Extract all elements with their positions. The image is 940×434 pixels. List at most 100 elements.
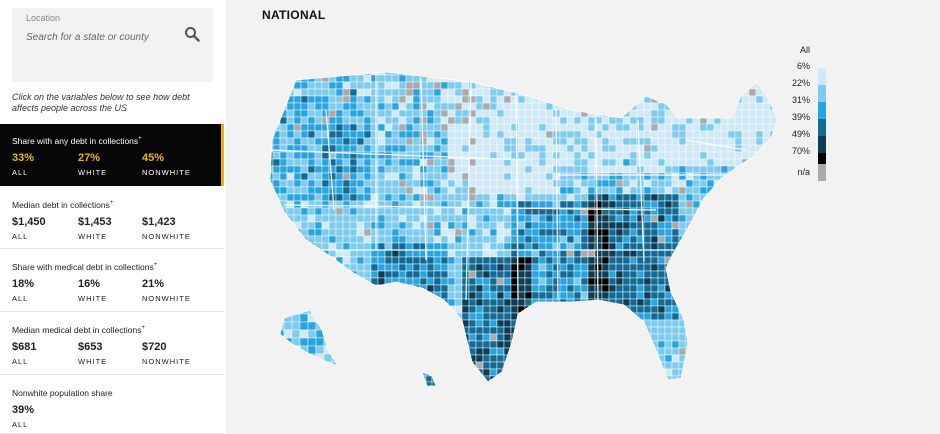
county-shape[interactable] — [699, 68, 708, 76]
county-shape[interactable] — [545, 270, 554, 279]
county-shape[interactable] — [615, 102, 624, 111]
county-shape[interactable] — [335, 368, 344, 377]
county-shape[interactable] — [363, 207, 372, 216]
county-shape[interactable] — [489, 333, 498, 342]
county-shape[interactable] — [496, 214, 505, 223]
county-shape[interactable] — [692, 277, 701, 286]
county-shape[interactable] — [741, 200, 750, 209]
county-shape[interactable] — [573, 88, 582, 97]
county-shape[interactable] — [440, 186, 449, 195]
county-shape[interactable] — [307, 109, 316, 118]
county-shape[interactable] — [482, 340, 491, 349]
county-shape[interactable] — [412, 130, 421, 139]
county-shape[interactable] — [678, 109, 687, 118]
county-shape[interactable] — [657, 263, 666, 272]
county-shape[interactable] — [636, 144, 645, 153]
county-shape[interactable] — [293, 172, 302, 181]
county-shape[interactable] — [412, 221, 421, 230]
county-shape[interactable] — [503, 242, 512, 251]
county-shape[interactable] — [321, 144, 330, 153]
county-shape[interactable] — [496, 68, 505, 76]
county-shape[interactable] — [566, 137, 575, 146]
county-shape[interactable] — [419, 298, 428, 307]
county-shape[interactable] — [776, 144, 784, 153]
county-shape[interactable] — [671, 340, 680, 349]
county-shape[interactable] — [447, 186, 456, 195]
county-shape[interactable] — [328, 68, 337, 76]
county-shape[interactable] — [314, 172, 323, 181]
county-shape[interactable] — [644, 383, 651, 390]
county-shape[interactable] — [588, 383, 595, 390]
county-shape[interactable] — [685, 368, 694, 377]
county-shape[interactable] — [356, 298, 365, 307]
county-shape[interactable] — [314, 95, 323, 104]
county-shape[interactable] — [615, 368, 624, 377]
county-shape[interactable] — [384, 242, 393, 251]
county-shape[interactable] — [538, 277, 547, 286]
county-shape[interactable] — [272, 186, 281, 195]
county-shape[interactable] — [447, 123, 456, 132]
county-shape[interactable] — [440, 368, 449, 377]
county-shape[interactable] — [692, 158, 701, 167]
county-shape[interactable] — [727, 74, 736, 83]
county-shape[interactable] — [426, 354, 435, 363]
county-shape[interactable] — [279, 179, 288, 188]
county-shape[interactable] — [461, 130, 470, 139]
county-shape[interactable] — [755, 298, 764, 307]
county-shape[interactable] — [433, 249, 442, 258]
county-shape[interactable] — [517, 326, 526, 335]
county-shape[interactable] — [713, 305, 722, 314]
county-shape[interactable] — [643, 347, 652, 356]
county-shape[interactable] — [531, 263, 540, 272]
county-shape[interactable] — [475, 228, 484, 237]
county-shape[interactable] — [713, 347, 722, 356]
county-shape[interactable] — [482, 298, 491, 307]
county-shape[interactable] — [461, 242, 470, 251]
county-shape[interactable] — [776, 368, 784, 377]
county-shape[interactable] — [307, 68, 316, 76]
county-shape[interactable] — [713, 256, 722, 265]
county-shape[interactable] — [762, 361, 771, 370]
county-shape[interactable] — [482, 102, 491, 111]
county-shape[interactable] — [650, 249, 659, 258]
county-shape[interactable] — [714, 383, 721, 390]
county-shape[interactable] — [636, 298, 645, 307]
county-shape[interactable] — [769, 179, 778, 188]
county-shape[interactable] — [762, 68, 771, 76]
county-shape[interactable] — [300, 102, 309, 111]
county-shape[interactable] — [384, 165, 393, 174]
county-shape[interactable] — [510, 74, 519, 83]
county-shape[interactable] — [769, 228, 778, 237]
county-shape[interactable] — [398, 312, 407, 321]
county-shape[interactable] — [363, 151, 372, 160]
county-shape[interactable] — [300, 172, 309, 181]
county-shape[interactable] — [692, 284, 701, 293]
county-shape[interactable] — [685, 354, 694, 363]
county-shape[interactable] — [629, 305, 638, 314]
county-shape[interactable] — [447, 319, 456, 328]
county-shape[interactable] — [587, 116, 596, 125]
county-shape[interactable] — [279, 249, 288, 258]
county-shape[interactable] — [650, 326, 659, 335]
county-shape[interactable] — [489, 137, 498, 146]
county-shape[interactable] — [615, 123, 624, 132]
county-shape[interactable] — [720, 263, 729, 272]
county-shape[interactable] — [756, 383, 763, 390]
county-shape[interactable] — [433, 263, 442, 272]
county-shape[interactable] — [300, 179, 309, 188]
county-shape[interactable] — [643, 214, 652, 223]
county-shape[interactable] — [748, 186, 757, 195]
county-shape[interactable] — [685, 172, 694, 181]
county-shape[interactable] — [426, 263, 435, 272]
county-shape[interactable] — [447, 214, 456, 223]
county-shape[interactable] — [349, 123, 358, 132]
county-shape[interactable] — [286, 123, 295, 132]
county-shape[interactable] — [552, 319, 561, 328]
county-shape[interactable] — [531, 68, 540, 76]
county-shape[interactable] — [748, 326, 757, 335]
county-shape[interactable] — [643, 207, 652, 216]
county-shape[interactable] — [489, 186, 498, 195]
county-shape[interactable] — [615, 68, 624, 76]
county-shape[interactable] — [426, 361, 435, 370]
county-shape[interactable] — [356, 74, 365, 83]
